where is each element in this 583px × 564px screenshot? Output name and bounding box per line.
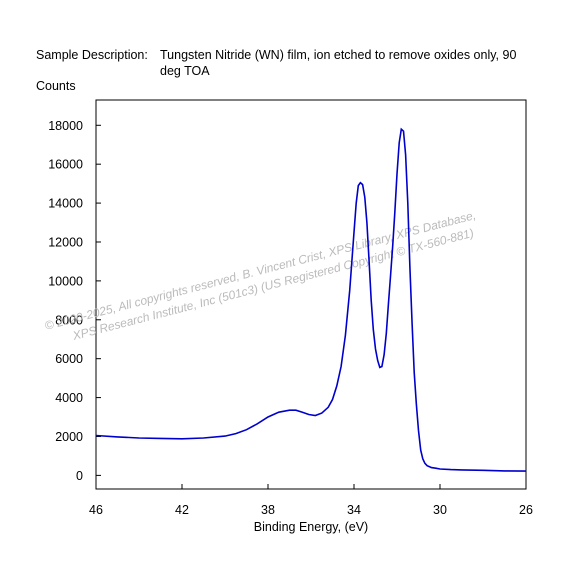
y-tick-label: 4000 (55, 391, 83, 405)
watermark-line2: XPS Research Institute, Inc (501c3) (US … (70, 226, 475, 343)
description-label: Sample Description: (36, 48, 148, 62)
y-tick-label: 10000 (48, 274, 83, 288)
x-tick-label: 30 (433, 503, 447, 517)
x-tick-label: 34 (347, 503, 361, 517)
y-tick-label: 0 (76, 469, 83, 483)
x-tick-label: 46 (89, 503, 103, 517)
x-tick-label: 26 (519, 503, 533, 517)
series-line (95, 127, 527, 472)
y-tick-label: 8000 (55, 313, 83, 327)
y-tick-label: 16000 (48, 158, 83, 172)
plot-frame (95, 99, 527, 490)
y-tick-label: 2000 (55, 430, 83, 444)
y-axis-label: Counts (36, 79, 76, 93)
x-ticks: 46 42 38 34 30 26 (89, 484, 533, 517)
y-tick-label: 18000 (48, 119, 83, 133)
x-tick-label: 42 (175, 503, 189, 517)
y-tick-label: 12000 (48, 235, 83, 249)
y-ticks: 0 2000 4000 6000 8000 10000 12000 14000 16000 180… (48, 119, 101, 483)
x-axis-label: Binding Energy, (eV) (254, 520, 368, 534)
y-tick-label: 6000 (55, 352, 83, 366)
description-text: Tungsten Nitride (WN) film, ion etched t… (160, 48, 517, 78)
x-tick-label: 38 (261, 503, 275, 517)
y-tick-label: 14000 (48, 197, 83, 211)
